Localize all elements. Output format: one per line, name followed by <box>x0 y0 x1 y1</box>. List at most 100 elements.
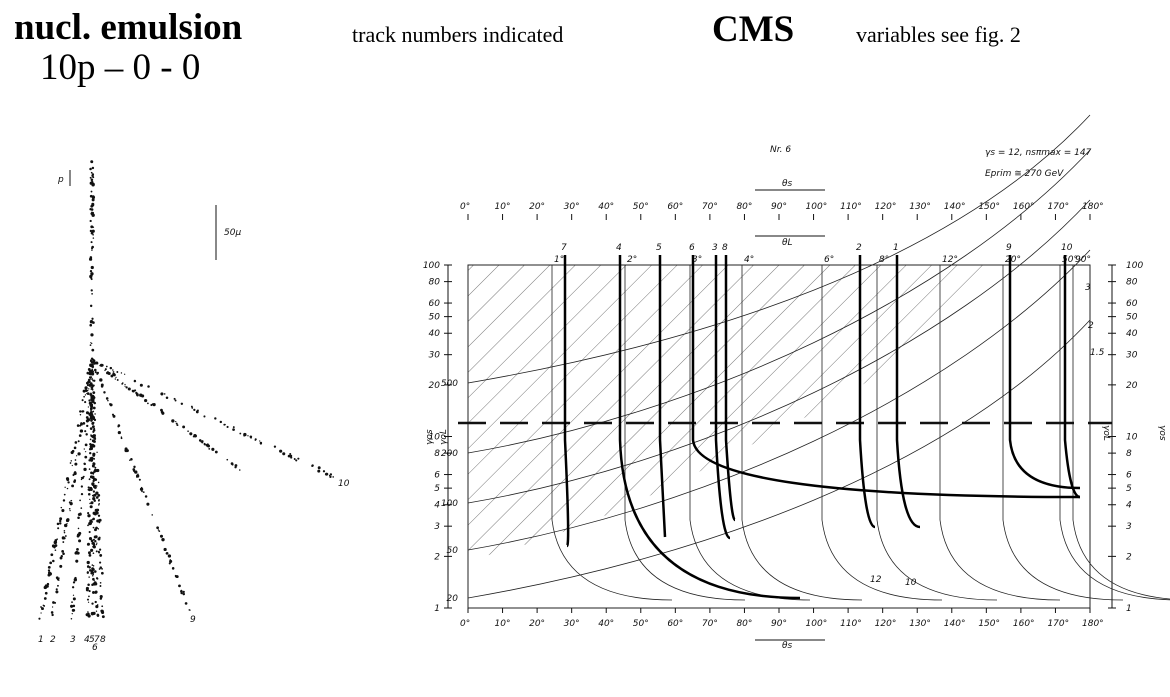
emulsion-grain <box>121 437 123 439</box>
emulsion-grain <box>100 364 103 367</box>
emulsion-grain <box>88 493 91 496</box>
emulsion-track-label: 3 <box>70 635 76 645</box>
emulsion-grain <box>91 214 94 217</box>
emulsion-grain <box>77 516 80 519</box>
emulsion-grain <box>282 452 285 455</box>
emulsion-grain <box>90 177 92 179</box>
right-tick: 50 <box>1126 313 1138 323</box>
emulsion-grain <box>45 592 48 595</box>
emulsion-grain <box>101 572 104 575</box>
emulsion-grain <box>189 432 192 435</box>
emulsion-grain <box>80 422 82 424</box>
left-tick: 4 <box>434 501 440 511</box>
emulsion-grain <box>128 387 131 390</box>
emulsion-grain <box>99 378 102 381</box>
emulsion-grain <box>90 342 91 343</box>
emulsion-grain <box>48 572 51 575</box>
emulsion-grain <box>134 389 136 391</box>
angle-tick-top: 110° <box>840 202 862 212</box>
track-label: 1 <box>893 243 899 253</box>
emulsion-grain <box>73 581 75 583</box>
emulsion-grain <box>203 415 205 417</box>
emulsion-grain <box>65 535 67 537</box>
angle-tick-bottom: 170° <box>1047 619 1069 629</box>
emulsion-grain <box>156 526 159 529</box>
emulsion-grain <box>90 434 92 436</box>
emulsion-grain <box>104 370 105 371</box>
emulsion-grain <box>318 466 321 469</box>
emulsion-grain <box>91 602 93 604</box>
emulsion-grain <box>102 615 105 618</box>
emulsion-grain <box>160 535 163 538</box>
emulsion-grain <box>169 560 172 563</box>
right-tick: 8 <box>1126 449 1132 459</box>
emulsion-grain <box>71 484 74 487</box>
emulsion-grain <box>239 469 241 471</box>
emulsion-grain <box>48 569 50 571</box>
emulsion-grain <box>330 473 332 475</box>
emulsion-grain <box>93 380 95 382</box>
emulsion-grain <box>124 384 125 385</box>
inner-tick: 500 <box>441 379 458 389</box>
emulsion-grain <box>132 390 134 392</box>
right-tick: 30 <box>1126 351 1138 361</box>
body: nucl. emulsion 10p – 0 - 0 track numbers… <box>0 0 1170 697</box>
emulsion-grain <box>139 394 142 397</box>
right-curve-label: 3 <box>1085 283 1091 293</box>
emulsion-grain <box>87 561 90 564</box>
emulsion-grain <box>59 565 62 568</box>
emulsion-grain <box>214 417 216 419</box>
emulsion-grain <box>91 203 94 206</box>
emulsion-grain <box>92 521 93 522</box>
emulsion-grain <box>151 514 153 516</box>
angle-tick-top: 100° <box>806 202 828 212</box>
emulsion-grain <box>136 476 137 477</box>
emulsion-grain <box>279 450 282 453</box>
emulsion-grain <box>92 234 94 236</box>
right-tick: 10 <box>1126 433 1138 443</box>
emulsion-grain <box>97 614 100 617</box>
emulsion-grain <box>64 524 67 527</box>
emulsion-grain <box>47 583 49 585</box>
emulsion-grain <box>92 564 94 566</box>
emulsion-grain <box>90 488 93 491</box>
emulsion-grain <box>92 388 94 390</box>
emulsion-grain <box>98 482 100 484</box>
emulsion-grain <box>56 576 59 579</box>
emulsion-grain <box>89 531 91 533</box>
emulsion-grain <box>107 371 109 373</box>
right-tick: 5 <box>1126 484 1132 494</box>
emulsion-grain <box>124 386 125 387</box>
emulsion-grain <box>90 225 93 228</box>
left-tick: 50 <box>429 313 441 323</box>
emulsion-grain <box>95 492 98 495</box>
emulsion-grain <box>87 525 89 527</box>
emulsion-grain <box>326 474 327 475</box>
angle-tick-top: 10° <box>495 202 511 212</box>
emulsion-grain <box>107 400 109 402</box>
emulsion-grain <box>139 479 141 481</box>
emulsion-grain <box>134 470 137 473</box>
angle-tick-bottom: 150° <box>978 619 1000 629</box>
emulsion-grain <box>98 500 100 502</box>
emulsion-grain <box>74 447 77 450</box>
emulsion-grain <box>92 422 94 424</box>
emulsion-grain <box>109 403 111 405</box>
axis-title: θs <box>782 641 793 651</box>
emulsion-grain <box>124 374 125 375</box>
emulsion-grain <box>140 384 143 387</box>
emulsion-grain <box>91 584 93 586</box>
emulsion-grain <box>96 496 99 499</box>
drawing: 50μp12345786910Nr. 6γs = 12, nsπmax = 14… <box>0 0 1170 697</box>
emulsion-grain <box>101 385 104 388</box>
emulsion-grain <box>78 532 81 535</box>
emulsion-grain <box>93 490 95 492</box>
emulsion-grain <box>92 425 95 428</box>
emulsion-grain <box>274 446 276 448</box>
emulsion-grain <box>67 488 68 489</box>
emulsion-grain <box>176 575 179 578</box>
track-label: 4 <box>616 243 622 253</box>
emulsion-grain <box>92 411 94 413</box>
inner-tick: 20 <box>447 594 459 604</box>
emulsion-grain <box>84 456 87 459</box>
